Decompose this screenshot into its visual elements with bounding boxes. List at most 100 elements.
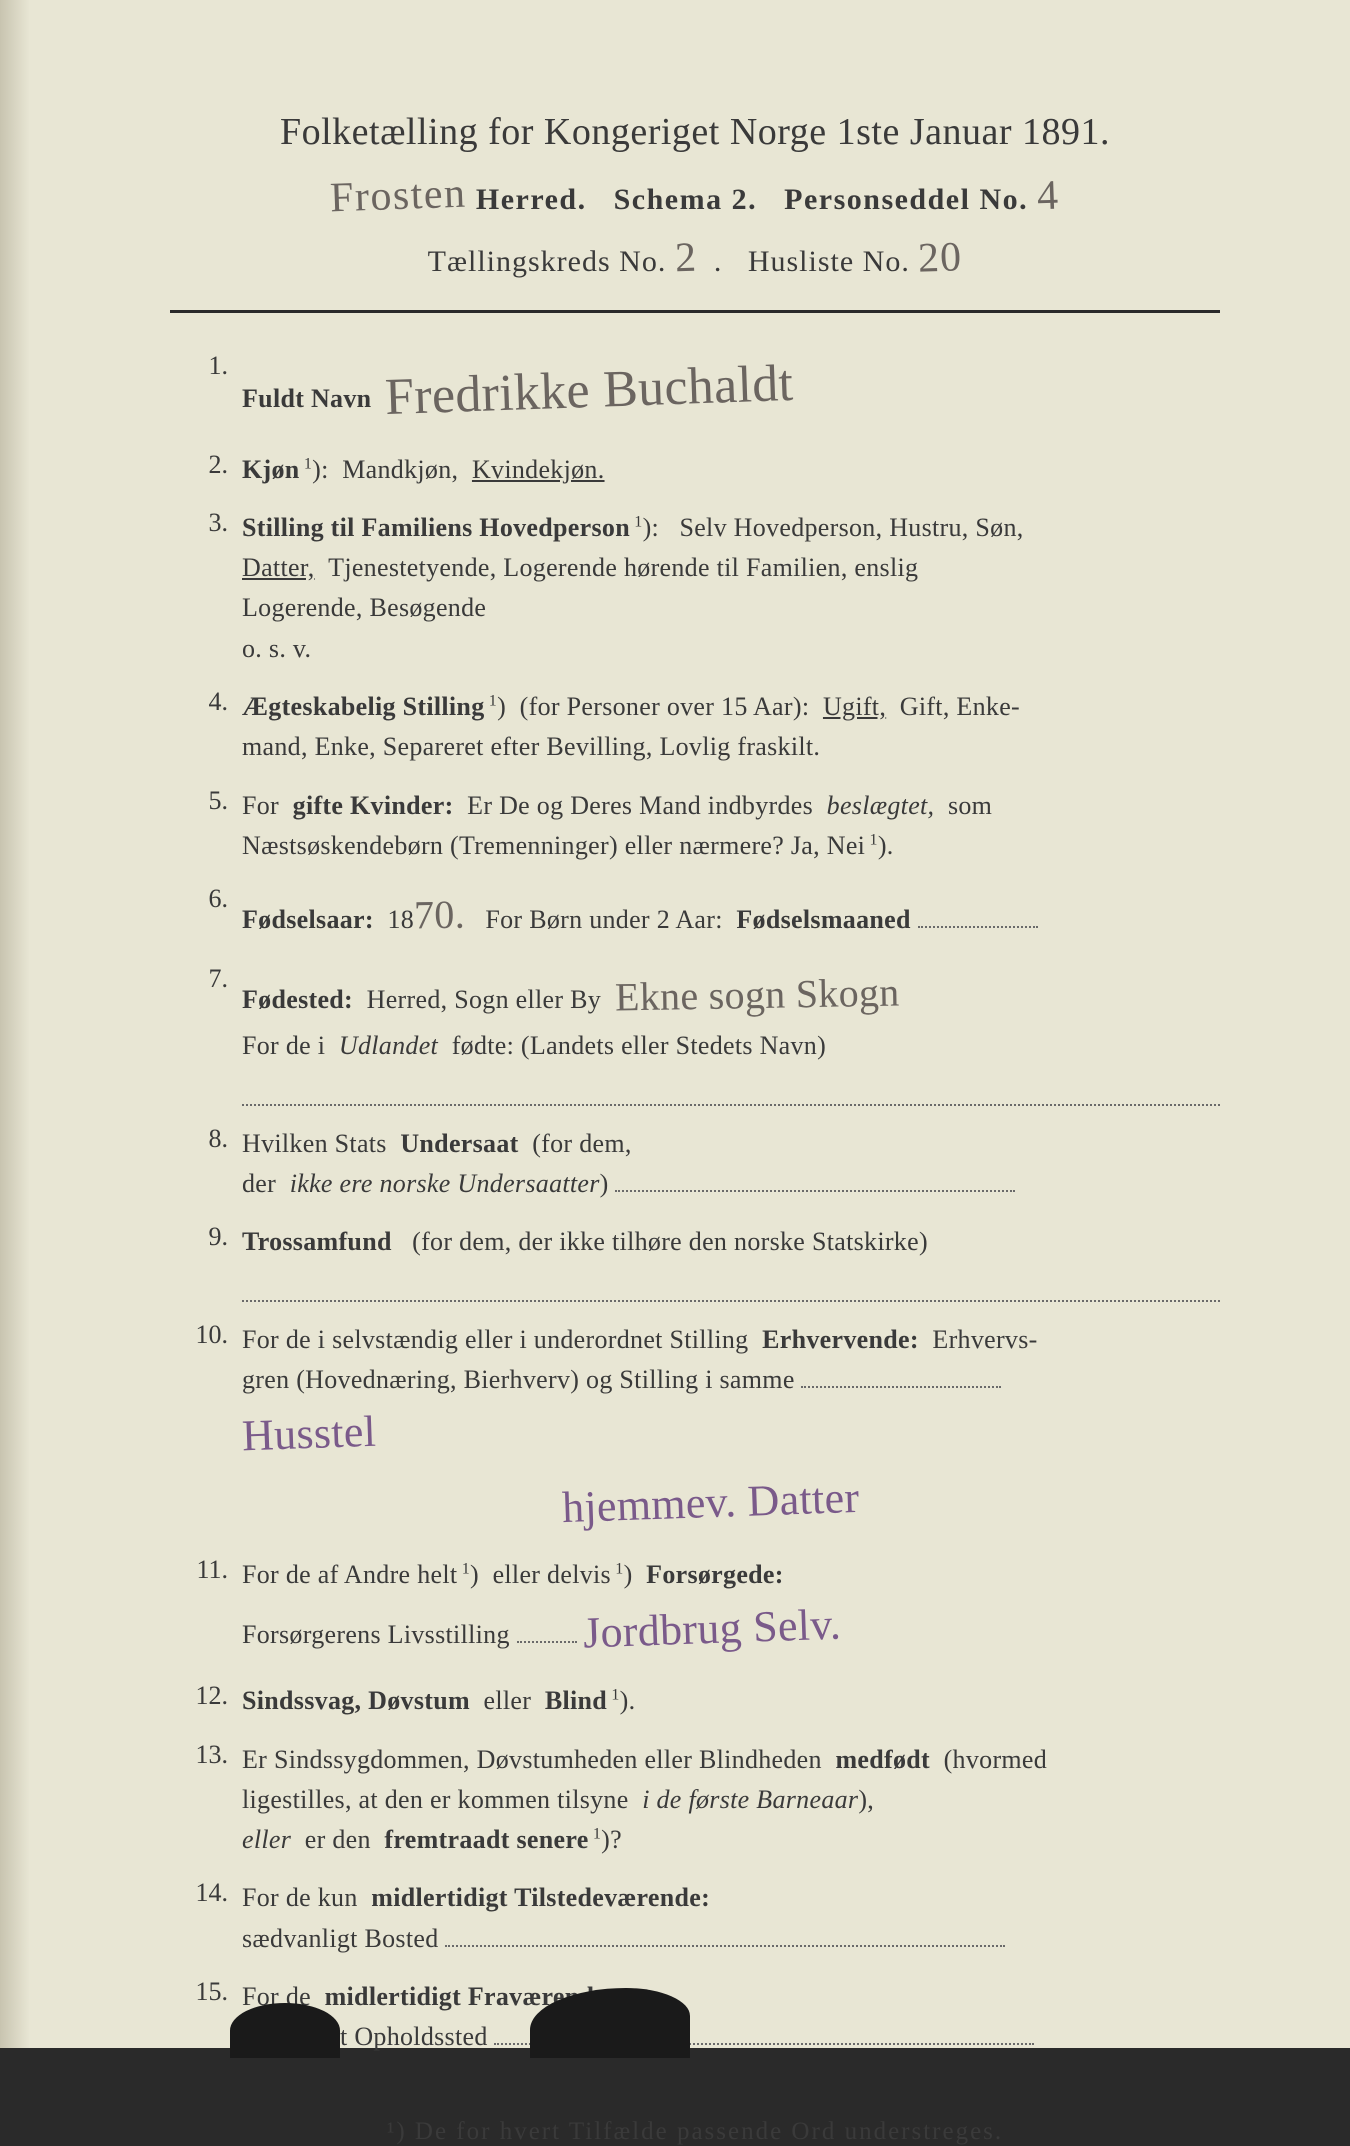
footnote-ref: 1 <box>485 692 498 709</box>
page-edge-shadow <box>0 0 30 2048</box>
item-num: 12. <box>170 1681 242 1721</box>
item-num: 3. <box>170 508 242 669</box>
item-body: Fødselsaar: 1870. For Børn under 2 Aar: … <box>242 884 1220 946</box>
item-body: Sindssvag, Døvstum eller Blind 1). <box>242 1681 1220 1721</box>
year-handwritten: 70. <box>414 884 466 947</box>
item-body: For de kun midlertidigt Tilstedeværende:… <box>242 1878 1220 1959</box>
husliste-label: Husliste No. <box>748 245 910 278</box>
l3b: er den <box>305 1825 371 1854</box>
item-body: Hvilken Stats Undersaat (for dem, der ik… <box>242 1124 1220 1205</box>
l2: sædvanligt Bosted <box>242 1924 439 1953</box>
l1a: For de i selvstændig eller i underordnet… <box>242 1325 748 1354</box>
kreds-no: 2 <box>674 234 698 283</box>
item-2: 2. Kjøn 1): Mandkjøn, Kvindekjøn. <box>170 450 1220 490</box>
item-body: For gifte Kvinder: Er De og Deres Mand i… <box>242 786 1220 867</box>
l2b: ) <box>600 1169 609 1198</box>
dotted-blank <box>918 926 1038 928</box>
options-rest: Gift, Enke- <box>900 692 1020 721</box>
label-trossamfund: Trossamfund <box>242 1227 392 1256</box>
label-fodested: Fødested: <box>242 985 353 1014</box>
item-9: 9. Trossamfund (for dem, der ikke tilhør… <box>170 1222 1220 1301</box>
l2a: ligestilles, at den er kommen tilsyne <box>242 1785 629 1814</box>
census-form-page: Folketælling for Kongeriget Norge 1ste J… <box>0 0 1350 2048</box>
l1a: For de kun <box>242 1883 358 1912</box>
item-body: For de i selvstændig eller i underordnet… <box>242 1320 1220 1537</box>
item-num: 5. <box>170 786 242 867</box>
occupation-hw1: Husstel <box>241 1398 377 1471</box>
dotted-blank <box>615 1190 1015 1192</box>
header-divider <box>170 310 1220 313</box>
dotted-blank <box>445 1945 1005 1947</box>
dotted-blank <box>517 1641 577 1643</box>
item-3: 3. Stilling til Familiens Hovedperson 1)… <box>170 508 1220 669</box>
options-line2: mand, Enke, Separeret efter Bevilling, L… <box>242 732 820 761</box>
item-num: 2. <box>170 450 242 490</box>
schema-label: Schema 2. <box>614 183 758 216</box>
item-13: 13. Er Sindssygdommen, Døvstumheden elle… <box>170 1740 1220 1861</box>
pre-text: For <box>242 791 279 820</box>
dotted-blank-line <box>242 1269 1220 1302</box>
item-10: 10. For de i selvstændig eller i underor… <box>170 1320 1220 1537</box>
label-undersaat: Undersaat <box>400 1129 518 1158</box>
header-row-3: Tællingskreds No. 2 . Husliste No. 20 <box>170 234 1220 282</box>
options-line2: Tjenestetyende, Logerende hørende til Fa… <box>328 553 918 582</box>
form-items: 1. Fuldt Navn Fredrikke Buchaldt 2. Kjøn… <box>170 351 1220 2058</box>
l1a: For de af Andre helt <box>242 1560 457 1589</box>
item-8: 8. Hvilken Stats Undersaat (for dem, der… <box>170 1124 1220 1205</box>
item-12: 12. Sindssvag, Døvstum eller Blind 1). <box>170 1681 1220 1721</box>
footnote-ref: 1 <box>300 455 313 472</box>
page-tear <box>230 2003 340 2058</box>
husliste-no: 20 <box>918 233 964 283</box>
occupation-hw2: hjemmev. Datter <box>561 1463 861 1542</box>
italic-eller: eller <box>242 1825 291 1854</box>
item-11: 11. For de af Andre helt 1) eller delvis… <box>170 1555 1220 1663</box>
l1a: Er Sindssygdommen, Døvstumheden eller Bl… <box>242 1745 822 1774</box>
l1b: eller delvis <box>493 1560 611 1589</box>
footnote-ref: 1 <box>611 1560 624 1577</box>
italic-ikke-norske: ikke ere norske Undersaatter <box>290 1169 600 1198</box>
personseddel-label: Personseddel No. <box>784 183 1028 216</box>
herred-handwritten: Frosten <box>330 170 468 223</box>
birthplace-handwritten: Ekne sogn Skogn <box>614 962 900 1029</box>
option-ugift-selected: Ugift, <box>823 692 886 721</box>
label-fremtraadt: fremtraadt senere <box>384 1825 588 1854</box>
provider-hw: Jordbrug Selv. <box>582 1591 842 1668</box>
l2a: der <box>242 1169 276 1198</box>
option-kvindekjon-selected: Kvindekjøn. <box>472 455 605 484</box>
year-prefix: 18 <box>387 905 414 934</box>
label-fodselsaar: Fødselsaar: <box>242 905 374 934</box>
header-block: Folketælling for Kongeriget Norge 1ste J… <box>170 110 1220 282</box>
options-line3: Logerende, Besøgende <box>242 593 486 622</box>
name-handwritten: Fredrikke Buchaldt <box>384 344 795 439</box>
dotted-blank-line <box>242 1073 1220 1106</box>
eller-text: eller <box>484 1686 532 1715</box>
item-num: 8. <box>170 1124 242 1205</box>
item-body: For de af Andre helt 1) eller delvis 1) … <box>242 1555 1220 1663</box>
item-body: Kjøn 1): Mandkjøn, Kvindekjøn. <box>242 450 1220 490</box>
label-fuldt-navn: Fuldt Navn <box>242 384 371 413</box>
main-title: Folketælling for Kongeriget Norge 1ste J… <box>170 110 1220 154</box>
item-body: Fødested: Herred, Sogn eller By Ekne sog… <box>242 964 1220 1105</box>
q-line1: Er De og Deres Mand indbyrdes <box>467 791 813 820</box>
l2b: ), <box>858 1785 874 1814</box>
option-mandkjon: Mandkjøn, <box>342 455 458 484</box>
item-7: 7. Fødested: Herred, Sogn eller By Ekne … <box>170 964 1220 1105</box>
footnote-ref: 1 <box>630 513 643 530</box>
item-num: 10. <box>170 1320 242 1537</box>
l1c: Erhvervs- <box>932 1325 1037 1354</box>
item-num: 11. <box>170 1555 242 1663</box>
item-body: Er Sindssygdommen, Døvstumheden eller Bl… <box>242 1740 1220 1861</box>
item-5: 5. For gifte Kvinder: Er De og Deres Man… <box>170 786 1220 867</box>
mid-text: For Børn under 2 Aar: <box>485 905 722 934</box>
italic-barneaar: i de første Barneaar <box>642 1785 858 1814</box>
post-text: som <box>948 791 992 820</box>
label-aegteskab: Ægteskabelig Stilling <box>242 692 485 721</box>
item-14: 14. For de kun midlertidigt Tilstedevære… <box>170 1878 1220 1959</box>
footnote-ref: 1 <box>457 1560 470 1577</box>
item-body: Fuldt Navn Fredrikke Buchaldt <box>242 351 1220 432</box>
l1a: Hvilken Stats <box>242 1129 387 1158</box>
item-num: 6. <box>170 884 242 946</box>
l2: Forsørgerens Livsstilling <box>242 1620 510 1649</box>
italic-udlandet: Udlandet <box>339 1031 438 1060</box>
l2a: For de i <box>242 1031 325 1060</box>
